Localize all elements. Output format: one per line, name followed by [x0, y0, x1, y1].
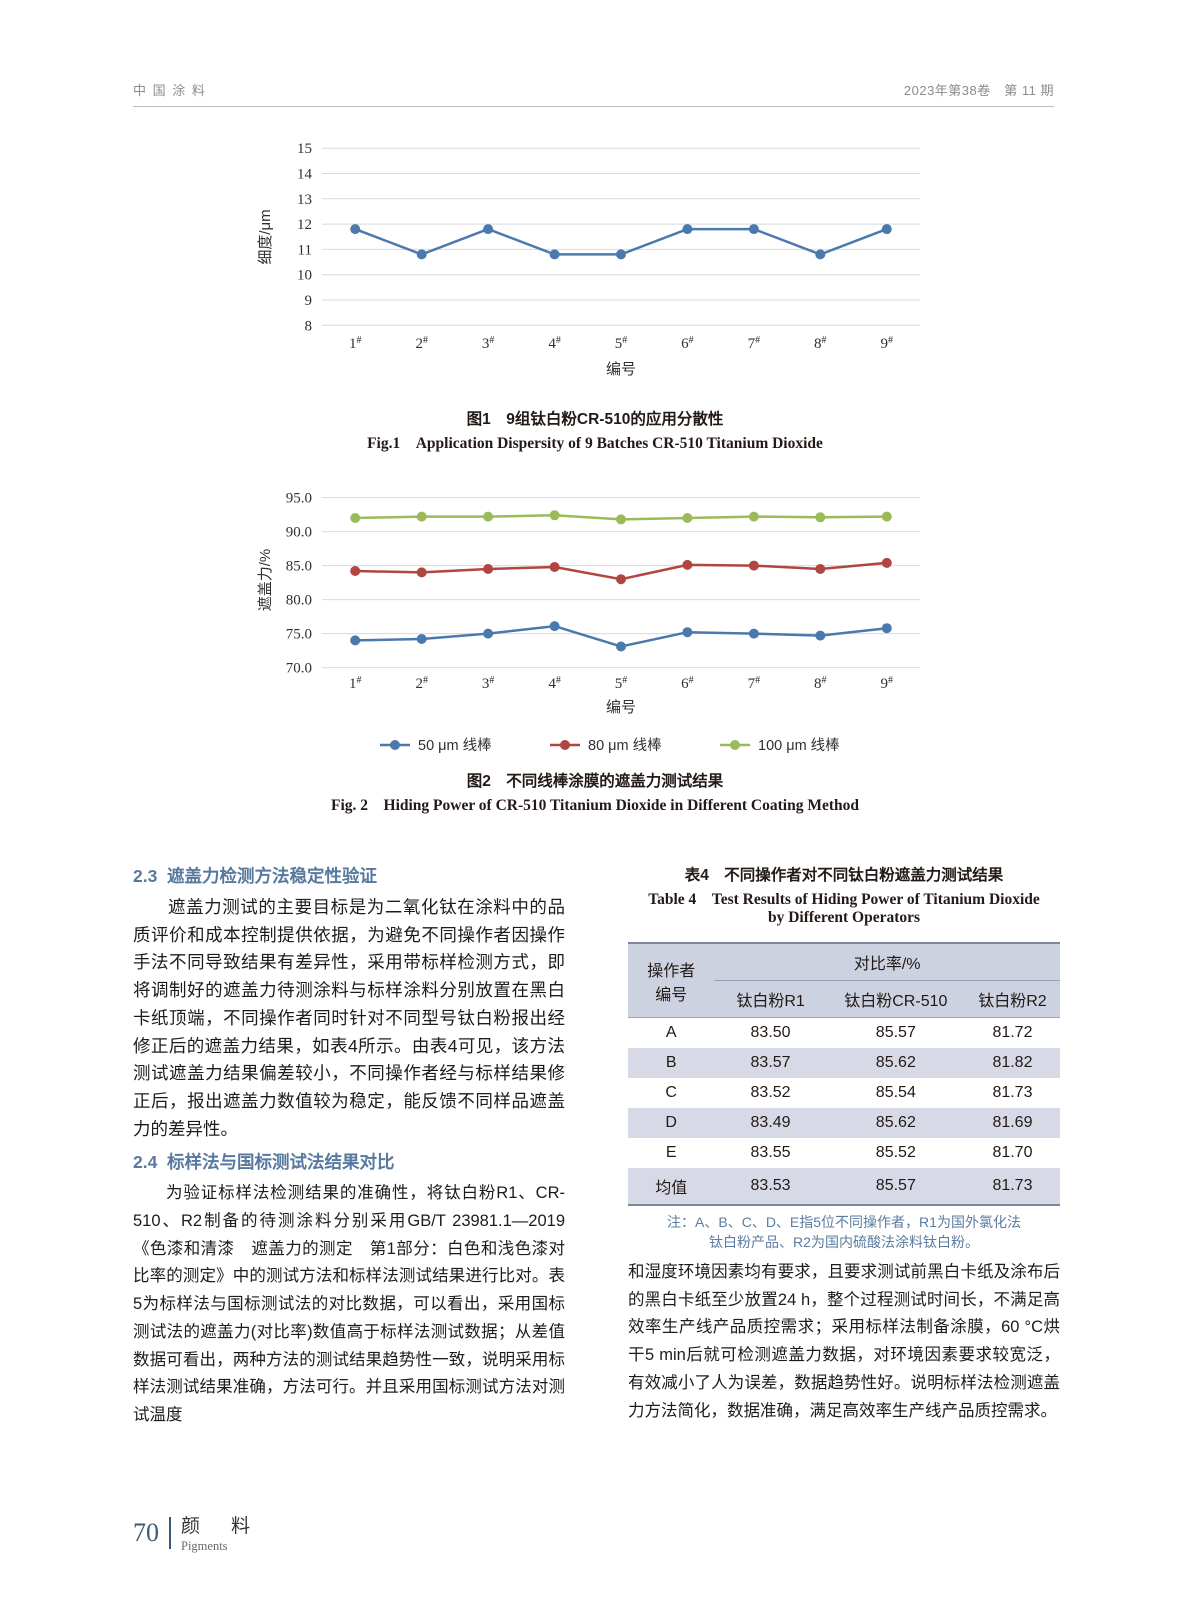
- svg-text:遮盖力/%: 遮盖力/%: [257, 549, 274, 612]
- svg-text:13: 13: [297, 192, 312, 208]
- svg-text:4#: 4#: [548, 675, 561, 693]
- svg-text:80.0: 80.0: [286, 593, 312, 609]
- svg-text:7#: 7#: [748, 335, 761, 353]
- svg-text:4#: 4#: [548, 335, 561, 353]
- svg-text:50 μm 线棒: 50 μm 线棒: [418, 737, 492, 754]
- svg-text:95.0: 95.0: [286, 491, 312, 507]
- svg-text:2#: 2#: [415, 335, 428, 353]
- svg-text:11: 11: [298, 242, 312, 258]
- svg-text:编号: 编号: [606, 361, 636, 378]
- svg-text:100 μm 线棒: 100 μm 线棒: [758, 737, 840, 754]
- svg-text:8#: 8#: [814, 335, 827, 353]
- svg-text:9#: 9#: [881, 335, 894, 353]
- svg-text:7#: 7#: [748, 675, 761, 693]
- svg-text:细度/μm: 细度/μm: [257, 209, 274, 264]
- svg-text:85.0: 85.0: [286, 559, 312, 575]
- svg-text:3#: 3#: [482, 675, 495, 693]
- svg-text:15: 15: [297, 141, 312, 157]
- svg-text:5#: 5#: [615, 675, 628, 693]
- svg-text:75.0: 75.0: [286, 627, 312, 643]
- svg-text:3#: 3#: [482, 335, 495, 353]
- svg-text:9: 9: [305, 293, 313, 309]
- svg-text:10: 10: [297, 268, 312, 284]
- svg-text:6#: 6#: [681, 335, 694, 353]
- svg-text:8#: 8#: [814, 675, 827, 693]
- svg-text:9#: 9#: [881, 675, 894, 693]
- svg-text:6#: 6#: [681, 675, 694, 693]
- svg-text:1#: 1#: [349, 335, 362, 353]
- svg-text:14: 14: [297, 167, 313, 183]
- svg-text:12: 12: [297, 217, 312, 233]
- svg-text:2#: 2#: [415, 675, 428, 693]
- svg-text:70.0: 70.0: [286, 661, 312, 677]
- svg-text:90.0: 90.0: [286, 525, 312, 541]
- svg-text:编号: 编号: [606, 699, 636, 716]
- svg-text:8: 8: [305, 318, 313, 334]
- svg-text:1#: 1#: [349, 675, 362, 693]
- svg-text:80 μm 线棒: 80 μm 线棒: [588, 737, 662, 754]
- svg-text:5#: 5#: [615, 335, 628, 353]
